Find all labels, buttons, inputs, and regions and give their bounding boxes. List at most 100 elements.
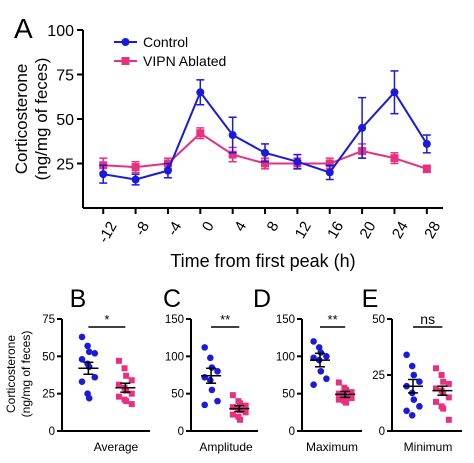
data-point-vipn	[123, 372, 130, 379]
data-point-vipn	[445, 380, 452, 387]
y-tick-label-a: 25	[56, 157, 74, 174]
y-tick-label-e: 50	[372, 314, 385, 326]
data-point-control	[208, 386, 216, 394]
data-point-vipn	[115, 357, 122, 364]
data-point-vipn	[229, 411, 236, 418]
data-point-control	[85, 394, 93, 402]
data-point-vipn	[438, 372, 445, 378]
x-tick-label-a: -12	[95, 219, 121, 246]
data-point-control	[403, 351, 410, 359]
data-point-control	[78, 378, 86, 386]
x-tick-label-a: 28	[421, 219, 444, 242]
y-tick-label-b: 25	[42, 389, 55, 401]
y-tick-label-d: 150	[276, 314, 295, 326]
x-axis-label-a: Time from first peak (h)	[170, 251, 355, 271]
data-point-vipn	[128, 390, 135, 397]
data-point-control	[323, 353, 330, 360]
data-point-vipn	[433, 385, 439, 392]
data-point-control	[261, 148, 270, 157]
panel-label-d: D	[253, 285, 271, 313]
x-tick-label-a: 20	[357, 219, 380, 242]
panel-label-b: B	[70, 285, 87, 313]
data-point-control	[78, 356, 86, 363]
data-point-control	[410, 396, 418, 403]
data-point-control	[310, 381, 317, 389]
data-point-control	[358, 123, 367, 132]
panel-label-a: A	[14, 13, 33, 44]
data-point-vipn	[123, 387, 130, 394]
data-point-vipn	[422, 164, 431, 173]
data-point-control	[214, 367, 221, 375]
data-point-control	[85, 348, 93, 356]
y-tick-label-b: 0	[49, 426, 55, 438]
data-point-vipn	[237, 407, 244, 414]
legend-item-control-label: Control	[143, 34, 188, 50]
data-point-vipn	[261, 159, 270, 168]
data-point-vipn	[343, 386, 349, 393]
data-point-control	[317, 367, 325, 375]
data-point-vipn	[335, 379, 342, 386]
data-point-vipn	[229, 404, 236, 411]
data-point-vipn	[348, 395, 355, 402]
data-point-vipn	[440, 378, 447, 385]
data-point-vipn	[237, 400, 244, 407]
data-point-vipn	[445, 416, 452, 423]
y-tick-label-d: 0	[289, 426, 295, 438]
significance-label: ns	[420, 311, 435, 327]
data-point-vipn	[228, 150, 237, 159]
legend-item-vipn-label: VIPN Ablated	[143, 53, 226, 69]
data-point-control	[422, 139, 431, 148]
data-point-control	[131, 175, 140, 184]
x-tick-label-a: -4	[164, 219, 185, 239]
x-tick-label-a: 16	[324, 219, 347, 242]
data-point-control	[315, 344, 323, 351]
y-tick-label-a: 50	[56, 112, 74, 129]
data-point-vipn	[237, 416, 244, 423]
data-point-control	[310, 338, 317, 345]
y-axis-label-b: Corticosterone	[4, 335, 18, 413]
significance-label: **	[328, 312, 338, 327]
data-point-control	[84, 342, 91, 350]
data-point-vipn	[343, 399, 349, 406]
data-point-vipn	[123, 398, 130, 405]
data-point-control	[201, 344, 208, 351]
significance-label: **	[220, 312, 230, 327]
data-point-vipn	[115, 381, 122, 388]
data-point-vipn	[348, 389, 355, 396]
data-point-control	[196, 88, 205, 97]
x-axis-label-b: Average	[94, 440, 139, 454]
data-point-control	[163, 166, 172, 175]
data-point-vipn	[242, 402, 249, 409]
data-point-vipn	[128, 377, 135, 384]
y-tick-label-e: 0	[379, 426, 385, 438]
y-tick-label-d: 50	[282, 389, 295, 401]
data-point-vipn	[433, 365, 439, 372]
legend-item-control-marker	[121, 38, 130, 46]
y-tick-label-c: 100	[165, 351, 184, 363]
y-tick-label-b: 75	[42, 314, 55, 326]
data-point-vipn	[325, 159, 334, 168]
y-tick-label-a: 75	[56, 68, 74, 85]
data-point-vipn	[445, 394, 452, 401]
data-point-vipn	[440, 405, 447, 412]
x-tick-label-a: 24	[389, 219, 412, 242]
data-point-control	[403, 407, 410, 415]
data-point-vipn	[242, 409, 249, 416]
y-tick-label-c: 50	[171, 389, 184, 401]
x-axis-label-d: Maximum	[306, 440, 358, 454]
data-point-control	[99, 170, 108, 179]
data-point-vipn	[131, 163, 140, 172]
data-point-control	[207, 376, 214, 384]
x-tick-label-a: 4	[231, 219, 250, 235]
y-tick-label-c: 150	[165, 314, 184, 326]
x-tick-label-a: -8	[132, 219, 153, 239]
data-point-vipn	[115, 393, 122, 400]
significance-label: *	[104, 312, 109, 327]
data-point-vipn	[196, 129, 205, 138]
panel-label-c: C	[163, 285, 181, 313]
x-tick-label-a: 12	[292, 219, 315, 242]
x-axis-label-c: Amplitude	[199, 440, 253, 454]
data-point-vipn	[390, 154, 399, 163]
y-tick-label-e: 25	[372, 370, 385, 382]
data-point-control	[293, 157, 302, 166]
